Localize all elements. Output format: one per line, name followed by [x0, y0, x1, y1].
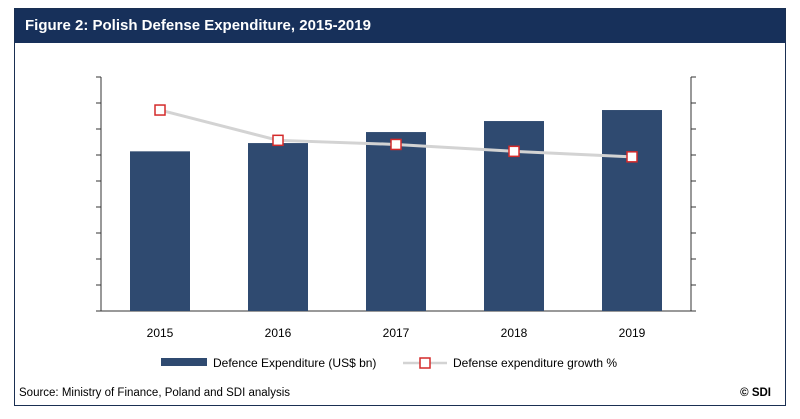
- growth-marker-2015: [154, 104, 166, 116]
- legend-line-marker: [419, 357, 431, 369]
- legend-line-label: Defense expenditure growth %: [453, 356, 617, 370]
- figure-frame: Figure 2: Polish Defense Expenditure, 20…: [14, 8, 786, 406]
- bar-2017: [366, 132, 426, 311]
- growth-marker-2018: [508, 145, 520, 158]
- x-tick-label-2019: 2019: [619, 326, 646, 340]
- x-tick-label-2015: 2015: [147, 326, 174, 340]
- legend-bar-label: Defence Expenditure (US$ bn): [213, 356, 376, 370]
- bar-2016: [248, 143, 308, 311]
- x-tick-label-2018: 2018: [501, 326, 528, 340]
- chart-area: 2015 2016 2017 2018 2019 Defence Expenditure …: [15, 43, 785, 383]
- figure-title: Figure 2: Polish Defense Expenditure, 20…: [15, 9, 785, 43]
- x-tick-label-2017: 2017: [383, 326, 410, 340]
- legend-bar-swatch: [161, 358, 207, 366]
- combo-chart: 2015 2016 2017 2018 2019 Defence Expenditure …: [96, 76, 696, 370]
- growth-marker-2016: [272, 134, 284, 147]
- source-note: Source: Ministry of Finance, Poland and …: [19, 387, 291, 399]
- growth-marker-2019: [626, 151, 638, 163]
- copyright-note: © SDI: [740, 387, 771, 399]
- x-tick-label-2016: 2016: [265, 326, 292, 340]
- bar-2019: [602, 110, 662, 311]
- bar-2015: [130, 151, 190, 311]
- growth-marker-2017: [390, 138, 402, 151]
